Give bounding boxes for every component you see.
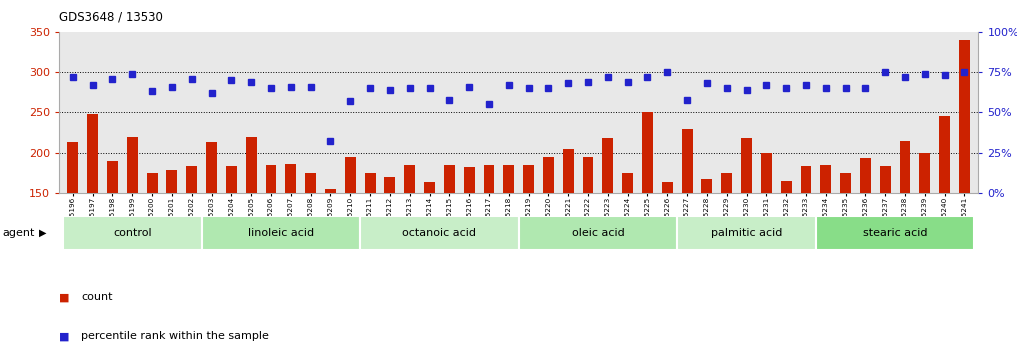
Bar — [677, 216, 816, 250]
Bar — [781, 181, 791, 193]
Bar — [246, 137, 256, 193]
Text: control: control — [113, 228, 152, 238]
Bar — [543, 157, 554, 193]
Bar — [800, 166, 812, 193]
Bar — [959, 40, 970, 193]
Bar — [622, 173, 634, 193]
Bar — [127, 137, 137, 193]
Bar — [384, 177, 396, 193]
Bar — [816, 216, 974, 250]
Bar — [107, 161, 118, 193]
Bar — [721, 173, 732, 193]
Bar — [662, 182, 672, 193]
Bar — [345, 157, 356, 193]
Bar — [87, 114, 98, 193]
Bar — [880, 166, 891, 193]
Bar — [63, 216, 201, 250]
Text: GDS3648 / 13530: GDS3648 / 13530 — [59, 10, 163, 23]
Bar — [860, 158, 871, 193]
Bar — [443, 165, 455, 193]
Bar — [201, 216, 360, 250]
Bar — [265, 165, 277, 193]
Text: agent: agent — [2, 228, 35, 238]
Bar — [365, 173, 375, 193]
Text: stearic acid: stearic acid — [862, 228, 928, 238]
Bar — [900, 141, 910, 193]
Bar — [681, 129, 693, 193]
Bar — [286, 164, 296, 193]
Bar — [503, 165, 515, 193]
Bar — [642, 113, 653, 193]
Bar — [404, 165, 415, 193]
Bar — [840, 173, 851, 193]
Text: ■: ■ — [59, 331, 69, 341]
Bar — [523, 165, 534, 193]
Bar — [583, 157, 594, 193]
Bar — [519, 216, 677, 250]
Bar — [702, 179, 712, 193]
Text: oleic acid: oleic acid — [572, 228, 624, 238]
Bar — [562, 149, 574, 193]
Bar — [360, 216, 519, 250]
Bar — [325, 189, 336, 193]
Bar — [761, 153, 772, 193]
Bar — [602, 138, 613, 193]
Bar — [940, 116, 950, 193]
Bar — [741, 138, 752, 193]
Bar — [67, 142, 78, 193]
Bar — [226, 166, 237, 193]
Text: percentile rank within the sample: percentile rank within the sample — [81, 331, 270, 341]
Bar — [464, 167, 475, 193]
Bar — [186, 166, 197, 193]
Text: palmitic acid: palmitic acid — [711, 228, 782, 238]
Bar — [146, 173, 158, 193]
Text: ■: ■ — [59, 292, 69, 302]
Bar — [424, 182, 435, 193]
Text: octanoic acid: octanoic acid — [403, 228, 476, 238]
Bar — [305, 173, 316, 193]
Text: ▶: ▶ — [39, 228, 46, 238]
Bar — [919, 153, 931, 193]
Bar — [821, 165, 831, 193]
Text: linoleic acid: linoleic acid — [248, 228, 314, 238]
Bar — [206, 142, 217, 193]
Text: count: count — [81, 292, 113, 302]
Bar — [167, 170, 177, 193]
Bar — [483, 165, 494, 193]
